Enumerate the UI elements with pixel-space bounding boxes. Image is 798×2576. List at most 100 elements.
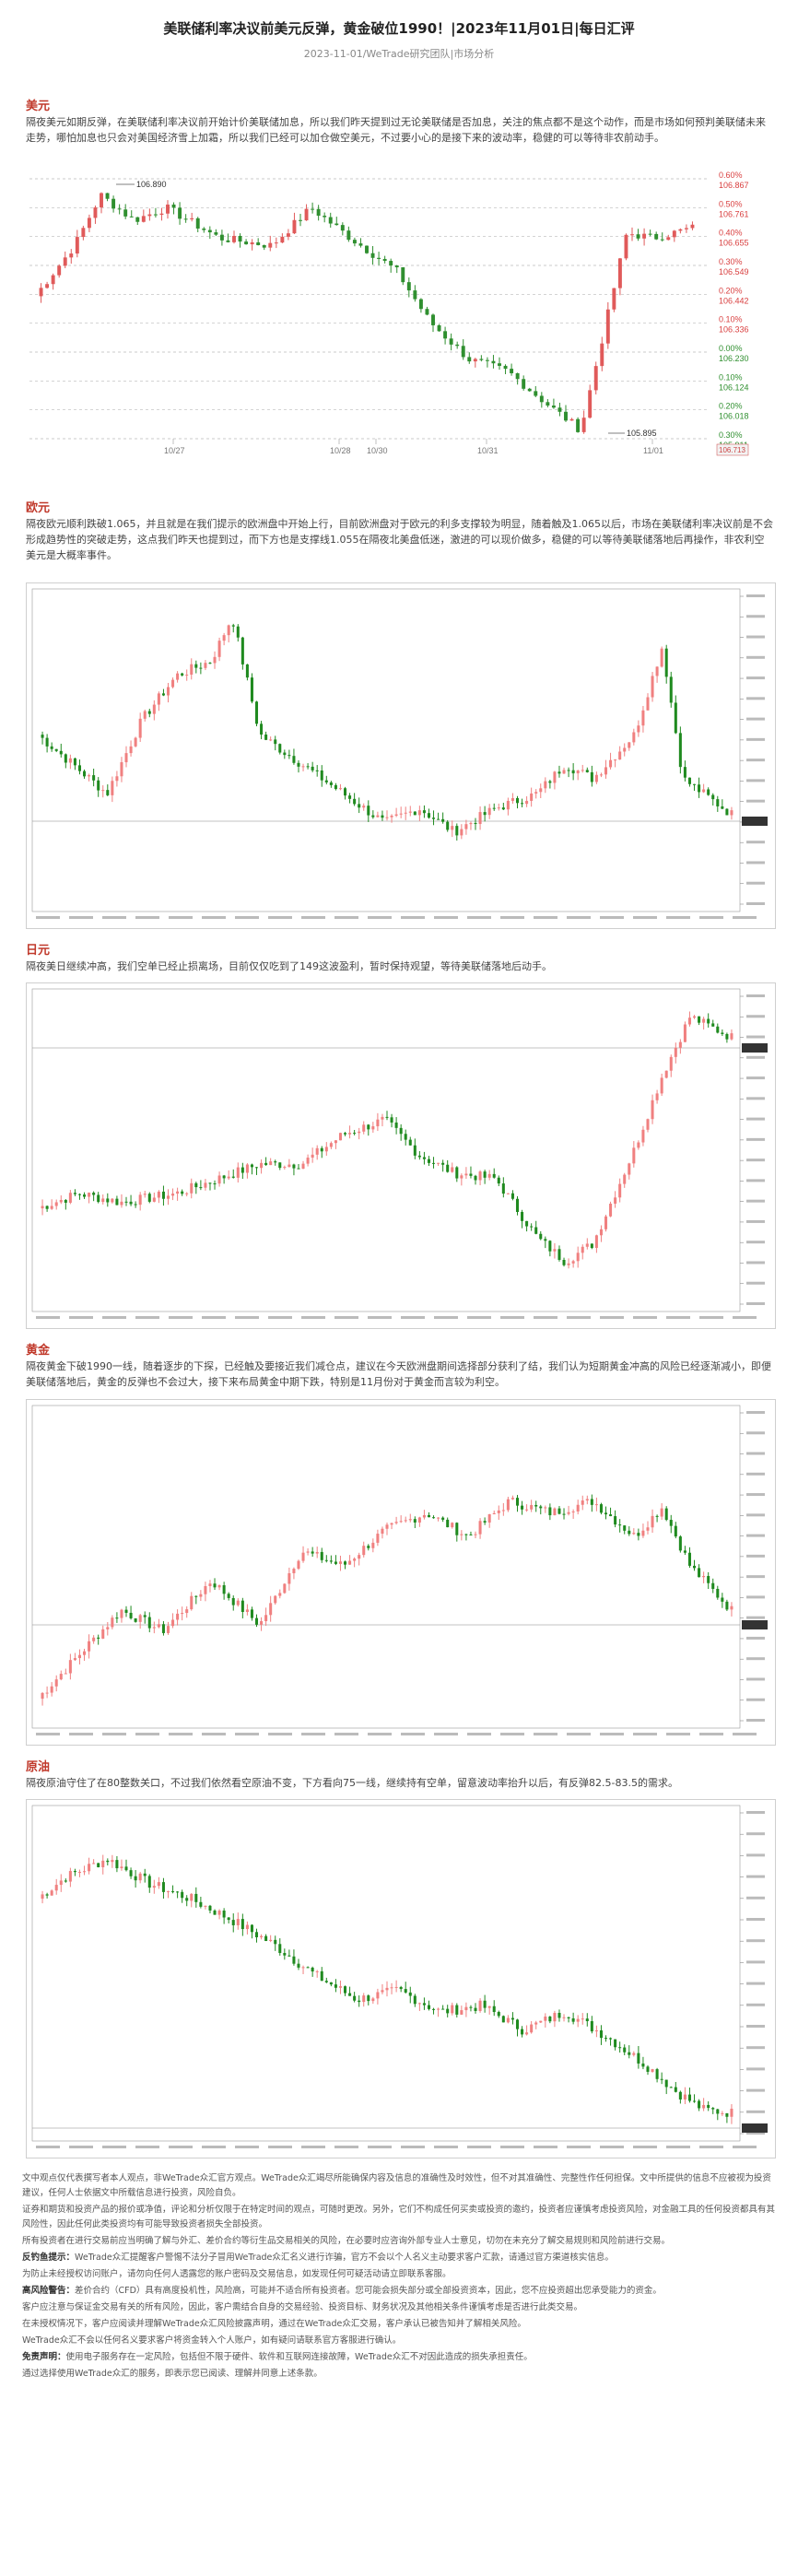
- candle-body: [637, 725, 640, 733]
- time-tick-label: [102, 1316, 126, 1319]
- candle-body: [178, 207, 182, 219]
- scale-pct-label: 0.00%: [719, 344, 743, 353]
- candle-body: [323, 216, 327, 218]
- section-text-gold: 隔夜黄金下破1990一线，随着逐步的下探，已经触及要接近我们减仓点，建议在今天欧…: [26, 1360, 771, 1388]
- candle-body: [404, 812, 407, 814]
- candle-body: [432, 1517, 436, 1519]
- price-tick-label: [746, 2110, 765, 2113]
- candle-body: [315, 1147, 319, 1155]
- candle-body: [54, 1679, 58, 1687]
- time-tick-label: [567, 916, 591, 919]
- time-tick-label: [733, 916, 757, 919]
- candle-body: [106, 1860, 110, 1863]
- candle-body: [674, 2087, 677, 2092]
- candle-body: [250, 1164, 253, 1168]
- candle-body: [147, 214, 152, 217]
- scale-pct-label: 0.20%: [719, 402, 743, 411]
- price-tick-label: [746, 841, 765, 844]
- candle-body: [217, 1584, 221, 1588]
- candle-body: [134, 1617, 137, 1622]
- candle-body: [241, 1167, 244, 1173]
- time-tick-label: [368, 1316, 392, 1319]
- candle-body: [478, 2000, 482, 2011]
- candle-body: [449, 338, 453, 345]
- time-tick-label: [301, 916, 325, 919]
- candle-body: [278, 1593, 282, 1596]
- candle-body: [474, 1175, 477, 1181]
- candle-body: [245, 1609, 249, 1612]
- candle-body: [693, 783, 697, 785]
- time-tick-label: [334, 1316, 358, 1319]
- time-tick-label: [334, 2146, 358, 2148]
- candle-body: [269, 739, 273, 741]
- disclaimer-paragraph: WeTrade众汇不会以任何名义要求客户将资金转入个人账户，如有疑问请联系官方客…: [22, 2334, 778, 2348]
- candle-body: [111, 1198, 114, 1203]
- candle-body: [487, 1173, 491, 1178]
- candle-body: [464, 2006, 468, 2011]
- crude-oil-chart: [26, 1799, 776, 2158]
- candle-body: [674, 1525, 677, 1537]
- candle-body: [515, 798, 520, 804]
- time-tick-label: [202, 1733, 226, 1735]
- candle-body: [117, 208, 122, 210]
- candle-body: [120, 762, 123, 777]
- candle-body: [660, 1077, 663, 1094]
- candle-body: [45, 1206, 49, 1209]
- candle-body: [101, 790, 105, 792]
- candle-body: [59, 1880, 63, 1886]
- candle-body: [138, 718, 142, 738]
- candle-body: [362, 1546, 366, 1556]
- disclaimer-text: 客户应注意与保证金交易有关的所有风险，因此，客户需结合自身的交易经验、投资目标、…: [22, 2302, 583, 2312]
- disclaimer-text: WeTrade众汇提醒客户警惕不法分子冒用WeTrade众汇名义进行诈骗，官方不…: [75, 2253, 614, 2263]
- candle-body: [632, 1533, 636, 1535]
- time-tick-label: [733, 2146, 757, 2148]
- candle-body: [408, 1139, 412, 1146]
- candle-body: [181, 1891, 184, 1899]
- disclaimer-paragraph: 客户应注意与保证金交易有关的所有风险，因此，客户需结合自身的交易经验、投资目标、…: [22, 2300, 778, 2315]
- candle-body: [231, 1176, 235, 1178]
- candle-body: [431, 314, 435, 325]
- candle-body: [329, 1560, 333, 1562]
- candle-body: [39, 288, 43, 297]
- candle-body: [548, 1507, 552, 1516]
- time-tick-label: [500, 1733, 524, 1735]
- candle-body: [320, 1970, 323, 1982]
- candle-body: [599, 1504, 603, 1513]
- candle-body: [702, 1575, 706, 1578]
- candle-body: [260, 1162, 264, 1169]
- candle-body: [269, 1939, 273, 1942]
- candle-body: [227, 625, 230, 636]
- candle-body: [367, 806, 370, 816]
- candle-body: [672, 230, 676, 238]
- candle-body: [138, 1873, 142, 1881]
- candle-body: [683, 1550, 687, 1553]
- time-tick-label: [135, 2146, 159, 2148]
- time-tick-label: [169, 916, 193, 919]
- candle-body: [534, 391, 538, 396]
- candle-body: [437, 324, 441, 332]
- candle-body: [124, 1201, 128, 1203]
- candle-body: [222, 635, 226, 641]
- candle-body: [381, 815, 384, 818]
- candle-body: [515, 1198, 520, 1212]
- candle-body: [241, 1919, 244, 1930]
- candle-body: [88, 1641, 91, 1652]
- price-tick-label: [746, 994, 765, 997]
- price-tick-label: [746, 1677, 765, 1681]
- candle-body: [730, 2108, 733, 2117]
- candle-body: [427, 1514, 430, 1518]
- candle-body: [406, 282, 411, 291]
- candle-body: [348, 795, 352, 799]
- candle-body: [510, 798, 514, 801]
- candle-body: [311, 1967, 314, 1972]
- candle-body: [181, 1191, 184, 1194]
- candle-body: [227, 1594, 230, 1598]
- scale-price-label: 106.761: [719, 209, 749, 218]
- time-tick-label: [600, 1733, 624, 1735]
- candle-body: [660, 2078, 663, 2080]
- candle-body: [288, 1955, 291, 1957]
- candle-body: [506, 2017, 510, 2023]
- candle-body: [604, 767, 608, 775]
- candle-body: [194, 1595, 198, 1597]
- candle-body: [214, 232, 218, 235]
